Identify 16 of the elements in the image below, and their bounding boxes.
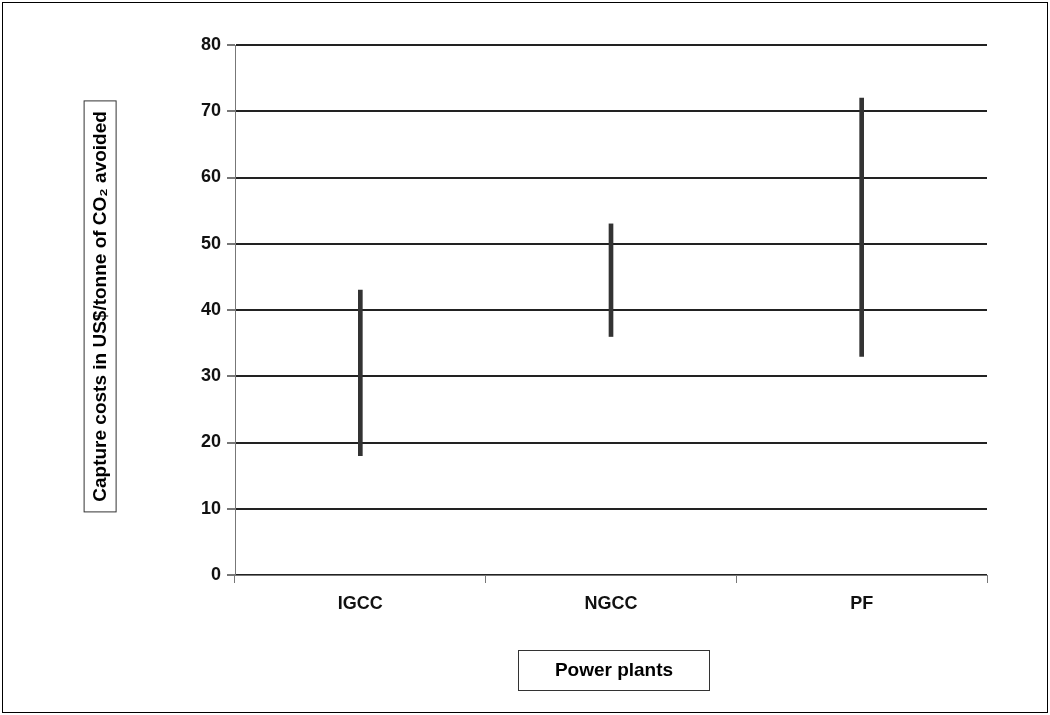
y-axis-title: Capture costs in US$/tonne of CO₂ avoided xyxy=(83,100,117,513)
y-tick-label: 0 xyxy=(210,563,221,584)
y-tick-label: 70 xyxy=(200,100,221,121)
x-tick-label: NGCC xyxy=(584,592,638,613)
y-tick-label: 60 xyxy=(200,166,221,187)
y-tick-label: 80 xyxy=(200,33,221,54)
y-tick-label: 10 xyxy=(200,497,221,518)
y-tick-label: 40 xyxy=(200,298,221,319)
x-tick-label: IGCC xyxy=(337,592,383,613)
bar xyxy=(358,289,363,457)
y-tick-label: 50 xyxy=(200,232,221,253)
x-axis-title: Power plants xyxy=(518,650,710,691)
x-tick-label: PF xyxy=(850,592,874,613)
bar xyxy=(859,97,864,357)
y-tick-label: 30 xyxy=(200,365,221,386)
y-tick-label: 20 xyxy=(200,431,221,452)
